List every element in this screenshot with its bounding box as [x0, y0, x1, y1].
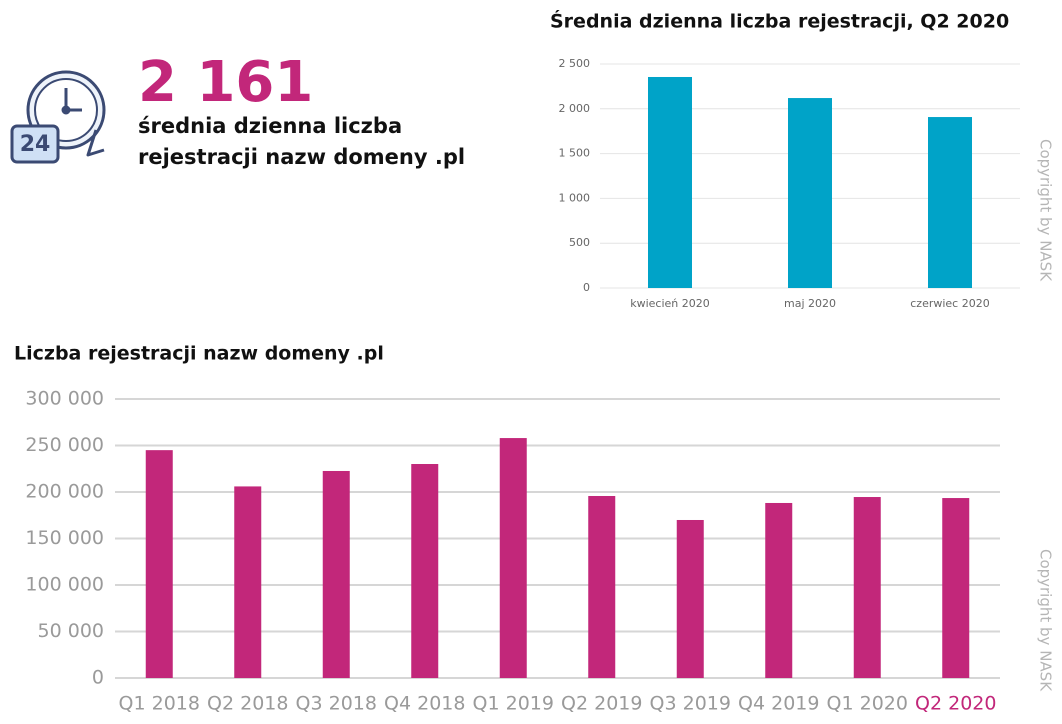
- svg-text:24: 24: [20, 132, 51, 157]
- y-tick-label: 50 000: [38, 620, 104, 642]
- y-tick-label: 500: [569, 236, 590, 249]
- bar: [765, 502, 793, 678]
- bar: [788, 98, 832, 288]
- x-tick-label: kwiecień 2020: [630, 297, 710, 310]
- bar: [411, 464, 439, 678]
- x-tick-label: czerwiec 2020: [910, 297, 989, 310]
- bar: [928, 117, 972, 288]
- x-tick-label: Q1 2019: [473, 693, 554, 715]
- kpi-value: 2 161: [138, 50, 313, 115]
- x-tick-label: Q2 2019: [561, 693, 642, 715]
- chart-title: Średnia dzienna liczba rejestracji, Q2 2…: [550, 9, 1009, 33]
- x-tick-label: Q1 2020: [827, 693, 908, 715]
- bar: [322, 470, 350, 678]
- x-tick-label: maj 2020: [784, 297, 836, 310]
- y-tick-label: 1 000: [559, 191, 591, 204]
- bar: [853, 497, 881, 678]
- bar: [648, 76, 692, 288]
- y-tick-label: 100 000: [25, 574, 104, 596]
- y-tick-label: 0: [92, 667, 104, 689]
- x-tick-label: Q1 2018: [119, 693, 200, 715]
- x-tick-label: Q4 2018: [384, 693, 465, 715]
- copyright: Copyright by NASK: [1037, 549, 1055, 692]
- copyright: Copyright by NASK: [1037, 139, 1055, 282]
- bar: [676, 519, 704, 678]
- y-tick-label: 0: [583, 281, 590, 294]
- bar: [499, 438, 527, 678]
- bar: [234, 486, 262, 678]
- y-tick-label: 300 000: [25, 388, 104, 410]
- chart-title: Liczba rejestracji nazw domeny .pl: [14, 343, 384, 365]
- y-tick-label: 250 000: [25, 434, 104, 456]
- y-tick-label: 200 000: [25, 481, 104, 503]
- y-tick-label: 2 000: [559, 102, 591, 115]
- clock-icon: 24: [10, 70, 106, 164]
- x-tick-label: Q3 2019: [650, 693, 731, 715]
- y-tick-label: 2 500: [559, 57, 591, 70]
- bar: [588, 495, 616, 678]
- x-tick-label: Q4 2019: [738, 693, 819, 715]
- bar: [145, 450, 173, 678]
- y-tick-label: 150 000: [25, 527, 104, 549]
- y-tick-label: 1 500: [559, 147, 591, 160]
- x-tick-label: Q2 2018: [207, 693, 288, 715]
- bar: [942, 498, 970, 678]
- kpi-label: rejestracji nazw domeny .pl: [138, 145, 465, 169]
- x-tick-label: Q2 2020: [915, 693, 996, 715]
- x-tick-label: Q3 2018: [296, 693, 377, 715]
- kpi-label: średnia dzienna liczba: [138, 114, 402, 138]
